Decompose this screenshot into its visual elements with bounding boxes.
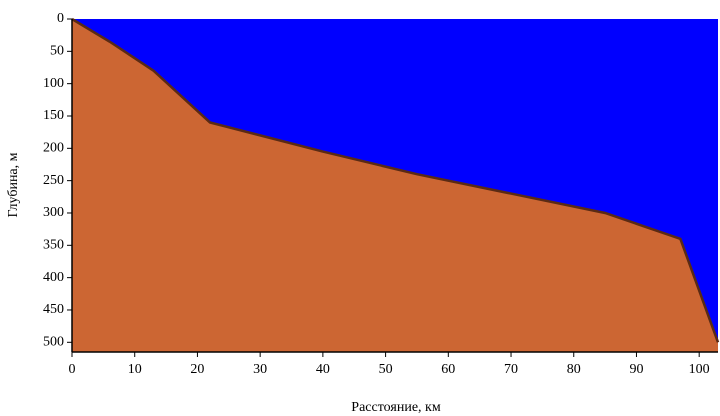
y-tick-label: 50 bbox=[50, 44, 64, 59]
seabed-line bbox=[71, 17, 720, 343]
x-tick-label: 10 bbox=[128, 362, 142, 377]
x-axis-label: Расстояние, км bbox=[351, 400, 441, 415]
y-tick-label: 100 bbox=[43, 76, 64, 91]
y-tick-label: 150 bbox=[43, 108, 64, 123]
y-tick-label: 250 bbox=[43, 173, 64, 188]
y-tick-label: 500 bbox=[43, 335, 64, 350]
x-tick-label: 50 bbox=[379, 362, 393, 377]
y-tick-label: 350 bbox=[43, 238, 64, 253]
x-tick-label: 60 bbox=[441, 362, 455, 377]
y-tick-label: 400 bbox=[43, 270, 64, 285]
x-tick-label: 80 bbox=[567, 362, 581, 377]
y-tick-label: 300 bbox=[43, 205, 64, 220]
x-tick-label: 0 bbox=[69, 362, 76, 377]
y-tick-label: 0 bbox=[57, 11, 64, 26]
y-tick-label: 450 bbox=[43, 302, 64, 317]
y-axis-label: Глубина, м bbox=[6, 152, 21, 217]
x-tick-label: 20 bbox=[190, 362, 204, 377]
y-tick-label: 200 bbox=[43, 141, 64, 156]
x-tick-label: 30 bbox=[253, 362, 267, 377]
x-tick-label: 40 bbox=[316, 362, 330, 377]
x-tick-label: 90 bbox=[629, 362, 643, 377]
x-tick-label: 70 bbox=[504, 362, 518, 377]
x-tick-label: 100 bbox=[689, 362, 710, 377]
seabed-area bbox=[72, 19, 718, 352]
